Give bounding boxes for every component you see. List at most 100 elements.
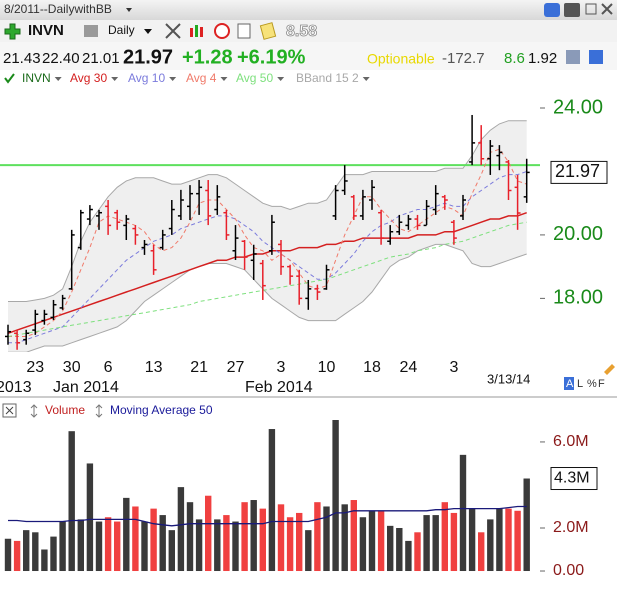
volume-bar [377,510,385,572]
volume-bar [396,527,403,572]
moving-average [8,171,527,344]
alarm-icon[interactable] [214,23,230,39]
move-icon[interactable] [95,404,103,418]
volume-bar [141,521,148,572]
y-tick-label: 6.0M [553,433,589,450]
legend-entry[interactable]: Avg 30 [70,71,107,85]
volume-bar [77,519,84,572]
x-tick-label: 10 [318,359,336,376]
symbol[interactable]: INVN [28,22,64,39]
notes-icon[interactable] [237,23,251,39]
volume-bar [95,521,103,572]
pencil-icon[interactable] [604,364,615,375]
period-label: 2013 [0,379,32,396]
volume-bar [214,519,221,572]
timeframe-arrow[interactable] [144,29,152,34]
dropdown-arrow [169,77,177,81]
volume-bar [414,532,421,572]
legend-entry[interactable]: BBand 15 2 [296,71,359,85]
volume-bar [50,536,57,572]
last-price: 21.97 [555,161,600,181]
x-tick-label: 27 [227,359,245,376]
volume-title[interactable]: Volume [45,403,85,417]
band-upper [8,120,527,302]
axis-button[interactable]: F [598,378,605,390]
tools-icon[interactable] [165,23,181,39]
y-tick-label: 0.00 [553,562,584,579]
gauge: 8.58 [286,23,317,40]
volume-bar [296,512,303,572]
legend-entry[interactable]: Avg 4 [186,71,217,85]
restore-button[interactable] [585,3,597,15]
volume-bar [150,508,157,572]
volume-bar [250,500,257,572]
tv-button[interactable] [564,3,580,17]
timeframe[interactable]: Daily [108,23,135,37]
legend-entry[interactable]: INVN [22,71,51,85]
volume-bar [368,510,376,572]
symbol-icon[interactable] [84,25,98,37]
bars-icon[interactable] [200,27,203,37]
close-button[interactable] [601,3,613,15]
last-volume: 4.3M [554,470,590,487]
moving-average [7,211,527,335]
y-tick-label: 24.00 [553,96,603,118]
band-area [8,120,527,352]
axis-button[interactable]: L [577,378,583,390]
legend-entry[interactable]: Avg 10 [128,71,165,85]
last-price-box [550,160,608,184]
volume-bar [232,521,239,572]
quote-high: 22.40 [42,50,80,67]
axis-button[interactable]: A [566,378,574,390]
volume-average-name[interactable]: Moving Average 50 [110,403,213,417]
volume-bar [423,515,430,572]
quote-stat: 8.6 [504,50,525,67]
quote-stat: 1.92 [528,50,557,67]
volume-bar [104,517,112,572]
grid-icon[interactable] [566,50,580,64]
volume-bar [241,502,248,572]
volume-bar [341,504,348,572]
volume-bar [505,508,512,572]
volume-bar [68,431,75,572]
volume-bar [177,487,185,572]
price-plot [0,114,540,352]
x-tick-label: 13 [145,359,163,376]
volume-bar [259,508,266,572]
volume-bar [32,532,39,572]
legend-entry[interactable]: Avg 50 [236,71,273,85]
dropdown-arrow [362,77,370,81]
save-icon[interactable] [589,50,603,64]
layout-name[interactable]: 8/2011--DailywithBB [4,2,112,16]
volume-bar [332,420,339,572]
volume-bar [405,540,412,572]
check-icon[interactable] [4,73,15,84]
volume-bar [350,500,357,572]
volume-bar [478,532,485,572]
quote-stat: -172.7 [442,50,485,67]
sticky-icon[interactable] [259,22,277,40]
quote-bar [0,42,617,70]
volume-plot [4,420,530,572]
s-button[interactable] [544,3,560,17]
last-volume-box [550,467,598,491]
volume-bar [268,429,276,572]
quote-last: 21.97 [123,46,173,68]
move-icon[interactable] [30,404,38,418]
volume-bar [450,512,458,572]
volume-bar [41,549,48,572]
volume-bar [305,530,312,572]
x-tick-label: 21 [190,359,208,376]
add-button[interactable] [4,23,21,40]
moving-average [8,148,527,337]
volume-bar [132,506,139,572]
volume-bar [314,502,321,572]
bars-icon[interactable] [190,28,193,37]
volume-bar [13,540,21,572]
dropdown-arrow[interactable] [126,8,132,12]
volume-bar [523,478,530,572]
axis-button[interactable]: % [587,378,597,390]
volume-bar [23,530,30,572]
volume-bar [359,517,367,572]
bars-icon[interactable] [195,25,198,37]
